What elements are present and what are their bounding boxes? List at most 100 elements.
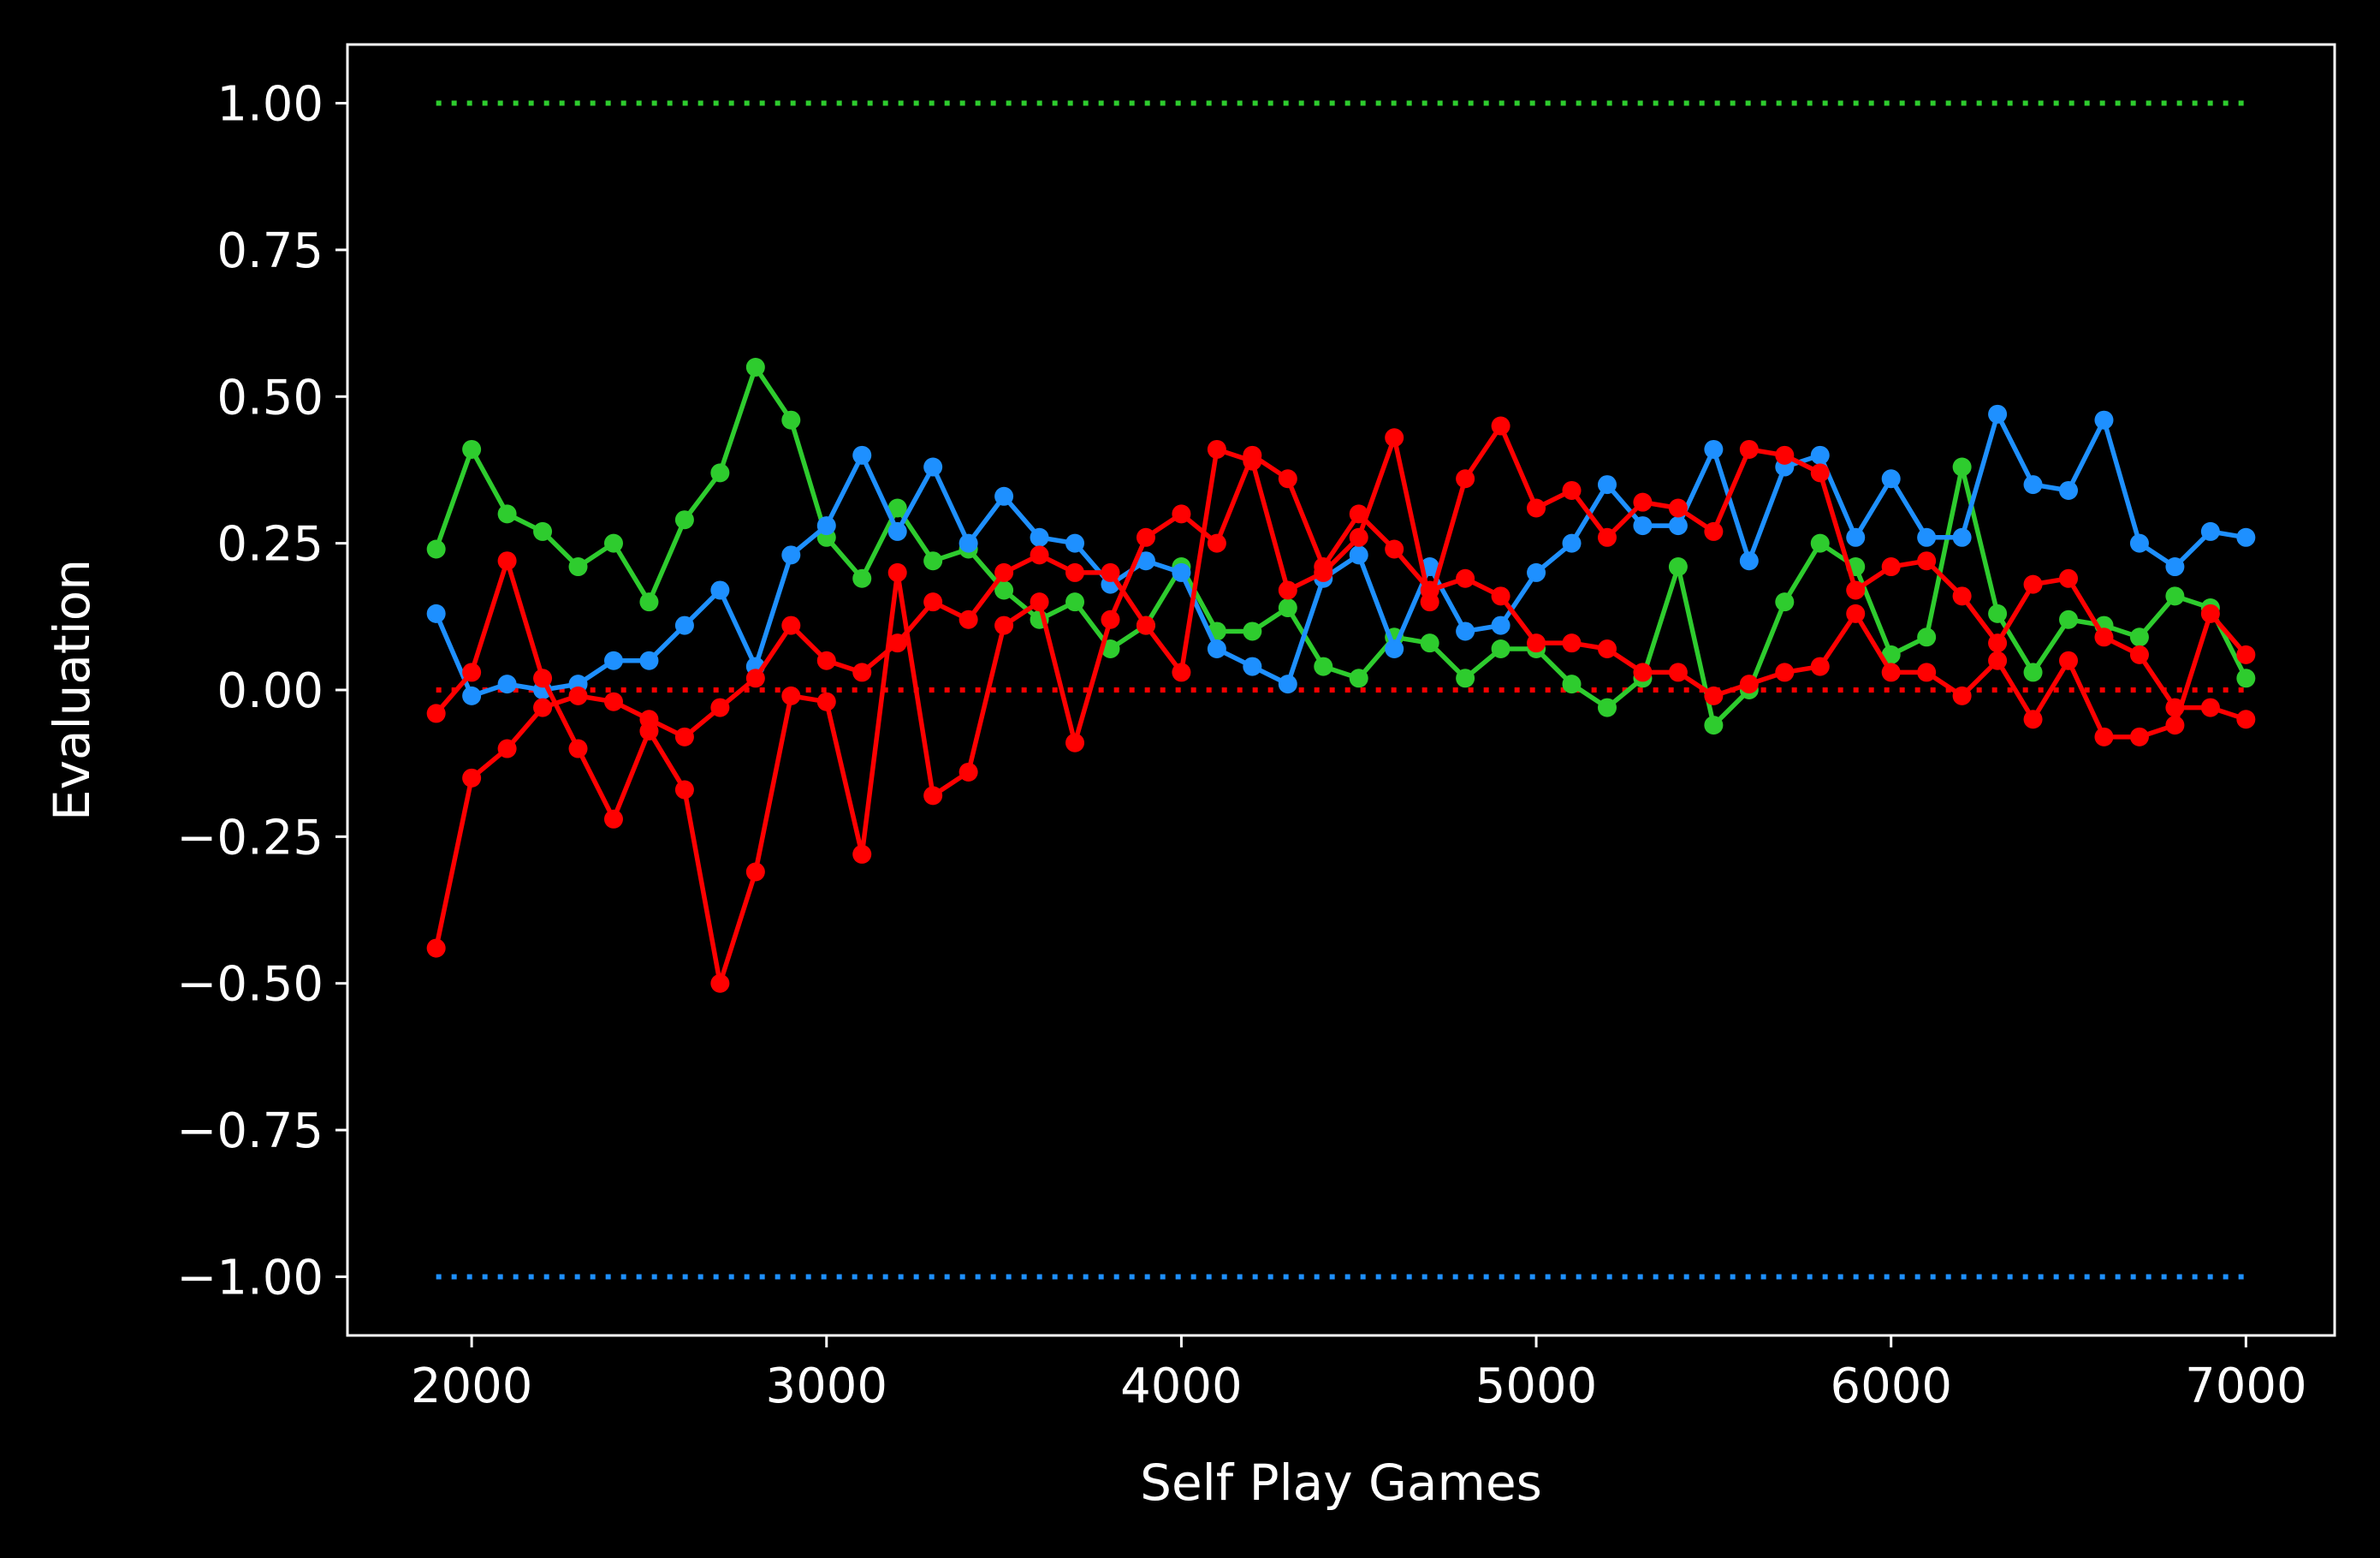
data-point [1810, 445, 1830, 465]
data-point [2023, 475, 2043, 495]
data-point [1207, 639, 1226, 659]
data-point [781, 410, 801, 430]
y-tick-label: −0.50 [176, 957, 323, 1013]
data-point [1704, 521, 1724, 541]
y-tick-label: 0.75 [217, 223, 323, 279]
data-point [1527, 562, 1546, 582]
data-point [1456, 621, 1475, 641]
data-point [2094, 727, 2114, 746]
data-point [1775, 592, 1795, 612]
series-line-2 [433, 423, 2249, 951]
data-point [923, 786, 943, 806]
data-point [1243, 621, 1262, 641]
data-point [674, 780, 694, 800]
data-point [1597, 527, 1617, 547]
data-point [710, 580, 730, 600]
data-point [1952, 527, 1972, 547]
data-point [1491, 615, 1510, 635]
data-point [1030, 592, 1049, 612]
data-point [2094, 410, 2114, 430]
data-point [1810, 657, 1830, 676]
data-point [1136, 615, 1155, 635]
data-point [1952, 457, 1972, 477]
x-tick-label: 6000 [1830, 1359, 1952, 1414]
data-point [2129, 645, 2149, 664]
data-point [1881, 557, 1901, 577]
data-point [1739, 551, 1759, 571]
data-point [1668, 516, 1688, 536]
data-point [1243, 657, 1262, 676]
data-point [1385, 539, 1404, 559]
data-point [1668, 498, 1688, 518]
data-point [1385, 428, 1404, 448]
data-point [1101, 562, 1120, 582]
data-point [2200, 521, 2220, 541]
data-point [887, 521, 907, 541]
data-point [1314, 657, 1333, 676]
data-point [1527, 633, 1546, 653]
data-point [1562, 533, 1582, 553]
data-point [639, 721, 659, 740]
data-point [639, 651, 659, 670]
data-point [1668, 663, 1688, 682]
data-point [2129, 727, 2149, 746]
data-point [1881, 645, 1901, 664]
data-point [1668, 557, 1688, 577]
data-point [1278, 469, 1297, 489]
data-point [2059, 610, 2079, 629]
y-tick-label: −0.75 [176, 1103, 323, 1159]
data-point [1030, 527, 1049, 547]
data-point [887, 633, 907, 653]
data-point [2059, 651, 2079, 670]
data-point [426, 604, 446, 623]
data-point [1597, 639, 1617, 659]
data-point [1172, 562, 1191, 582]
data-point [1349, 504, 1368, 524]
series-line-0 [433, 365, 2249, 728]
data-point [426, 539, 446, 559]
series-line-1 [433, 412, 2249, 699]
data-point [1420, 580, 1439, 600]
data-point [887, 562, 907, 582]
data-point [1846, 604, 1866, 623]
data-point [462, 686, 482, 705]
data-point [462, 768, 482, 788]
data-point [1243, 445, 1262, 465]
data-point [1739, 439, 1759, 459]
data-point [959, 533, 978, 553]
data-point [959, 762, 978, 782]
data-point [1349, 527, 1368, 547]
data-point [1775, 445, 1795, 465]
data-point [2236, 710, 2256, 729]
data-point [852, 663, 872, 682]
series-2 [426, 416, 2256, 958]
data-point [2059, 568, 2079, 588]
data-point [1314, 557, 1333, 577]
data-point [1562, 633, 1582, 653]
data-point [1633, 516, 1653, 536]
data-point [1172, 504, 1191, 524]
y-tick-label: 0.00 [217, 663, 323, 719]
data-point [497, 675, 517, 694]
y-axis: 1.00 0.75 0.50 0.25 0.00 −0.25 −0.50 −0.75 −1.00 [176, 77, 347, 1305]
data-point [781, 686, 801, 705]
data-point [568, 739, 588, 758]
data-point [2165, 586, 2185, 606]
data-point [1562, 675, 1582, 694]
data-point [1420, 633, 1439, 653]
data-point [2165, 716, 2185, 735]
data-point [2200, 604, 2220, 623]
data-point [1278, 675, 1297, 694]
y-tick-label: −1.00 [176, 1250, 323, 1305]
x-axis: 2000 3000 4000 5000 6000 7000 [411, 1335, 2307, 1414]
data-point [1030, 545, 1049, 565]
data-point [426, 938, 446, 958]
data-point [1065, 562, 1085, 582]
data-point [710, 463, 730, 483]
data-point [1172, 663, 1191, 682]
data-point [1988, 604, 2008, 623]
data-point [2059, 480, 2079, 500]
data-point [852, 568, 872, 588]
data-point [1491, 586, 1510, 606]
data-point [745, 358, 765, 377]
